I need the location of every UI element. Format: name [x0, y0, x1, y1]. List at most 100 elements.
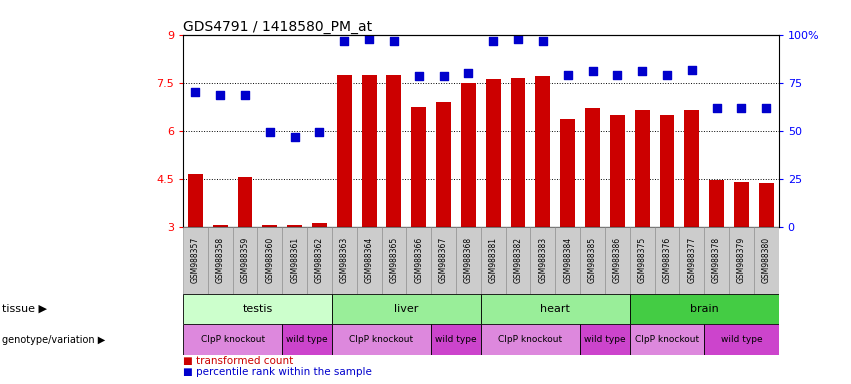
Bar	[183, 324, 283, 355]
Bar	[754, 227, 779, 294]
Bar	[283, 324, 332, 355]
Bar	[605, 227, 630, 294]
Point	[312, 129, 326, 135]
Text: tissue ▶: tissue ▶	[2, 304, 47, 314]
Bar	[580, 324, 630, 355]
Text: GSM988380: GSM988380	[762, 237, 771, 283]
Bar	[704, 227, 729, 294]
Point	[660, 71, 674, 78]
Bar	[183, 227, 208, 294]
Text: GSM988357: GSM988357	[191, 237, 200, 283]
Text: genotype/variation ▶: genotype/variation ▶	[2, 335, 105, 345]
Bar	[357, 227, 381, 294]
Point	[214, 92, 227, 98]
Text: ■ transformed count: ■ transformed count	[183, 356, 294, 366]
Bar	[332, 227, 357, 294]
Bar	[312, 223, 327, 227]
Text: GSM988367: GSM988367	[439, 237, 448, 283]
Bar	[431, 227, 456, 294]
Text: wild type: wild type	[435, 335, 477, 344]
Bar	[436, 102, 451, 227]
Bar	[511, 78, 526, 227]
Text: wild type: wild type	[286, 335, 328, 344]
Bar	[257, 227, 283, 294]
Bar	[237, 177, 253, 227]
Text: ClpP knockout: ClpP knockout	[201, 335, 265, 344]
Text: GSM988364: GSM988364	[364, 237, 374, 283]
Bar	[307, 227, 332, 294]
Point	[189, 89, 203, 95]
Point	[338, 38, 351, 44]
Point	[636, 68, 649, 74]
Point	[363, 36, 376, 43]
Bar	[684, 110, 700, 227]
Bar	[332, 324, 431, 355]
Point	[437, 73, 450, 79]
Bar	[759, 184, 774, 227]
Bar	[660, 114, 674, 227]
Point	[561, 71, 574, 78]
Bar	[555, 227, 580, 294]
Bar	[481, 324, 580, 355]
Text: GSM988379: GSM988379	[737, 237, 746, 283]
Bar	[530, 227, 555, 294]
Point	[536, 38, 550, 44]
Bar	[481, 227, 505, 294]
Text: heart: heart	[540, 304, 570, 314]
Point	[511, 36, 525, 43]
Point	[238, 92, 252, 98]
Bar	[381, 227, 406, 294]
Text: GSM988386: GSM988386	[613, 237, 622, 283]
Text: GSM988384: GSM988384	[563, 237, 572, 283]
Bar	[630, 294, 779, 324]
Text: GSM988359: GSM988359	[241, 237, 249, 283]
Bar	[630, 324, 704, 355]
Bar	[208, 227, 232, 294]
Bar	[283, 227, 307, 294]
Bar	[679, 227, 704, 294]
Bar	[188, 174, 203, 227]
Bar	[610, 114, 625, 227]
Point	[387, 38, 401, 44]
Text: GSM988383: GSM988383	[539, 237, 547, 283]
Bar	[456, 227, 481, 294]
Bar	[406, 227, 431, 294]
Bar	[431, 324, 481, 355]
Bar	[585, 108, 600, 227]
Text: liver: liver	[394, 304, 419, 314]
Text: GSM988360: GSM988360	[266, 237, 274, 283]
Bar	[535, 76, 551, 227]
Text: GSM988366: GSM988366	[414, 237, 423, 283]
Bar	[232, 227, 257, 294]
Text: GSM988385: GSM988385	[588, 237, 597, 283]
Bar	[734, 182, 749, 227]
Text: GSM988368: GSM988368	[464, 237, 473, 283]
Text: ClpP knockout: ClpP knockout	[350, 335, 414, 344]
Bar	[287, 225, 302, 227]
Point	[412, 73, 426, 79]
Bar	[411, 107, 426, 227]
Point	[710, 105, 723, 111]
Point	[759, 105, 773, 111]
Point	[685, 67, 699, 73]
Bar	[635, 110, 649, 227]
Text: GSM988358: GSM988358	[215, 237, 225, 283]
Bar	[461, 83, 476, 227]
Point	[734, 105, 748, 111]
Text: GSM988377: GSM988377	[688, 237, 696, 283]
Point	[487, 38, 500, 44]
Text: ClpP knockout: ClpP knockout	[499, 335, 563, 344]
Bar	[362, 74, 376, 227]
Bar	[481, 294, 630, 324]
Point	[288, 134, 301, 140]
Point	[263, 129, 277, 135]
Bar	[505, 227, 530, 294]
Bar	[704, 324, 779, 355]
Bar	[709, 180, 724, 227]
Text: GSM988378: GSM988378	[712, 237, 721, 283]
Bar	[580, 227, 605, 294]
Point	[610, 71, 624, 78]
Bar	[386, 74, 402, 227]
Text: GSM988375: GSM988375	[637, 237, 647, 283]
Point	[461, 70, 475, 76]
